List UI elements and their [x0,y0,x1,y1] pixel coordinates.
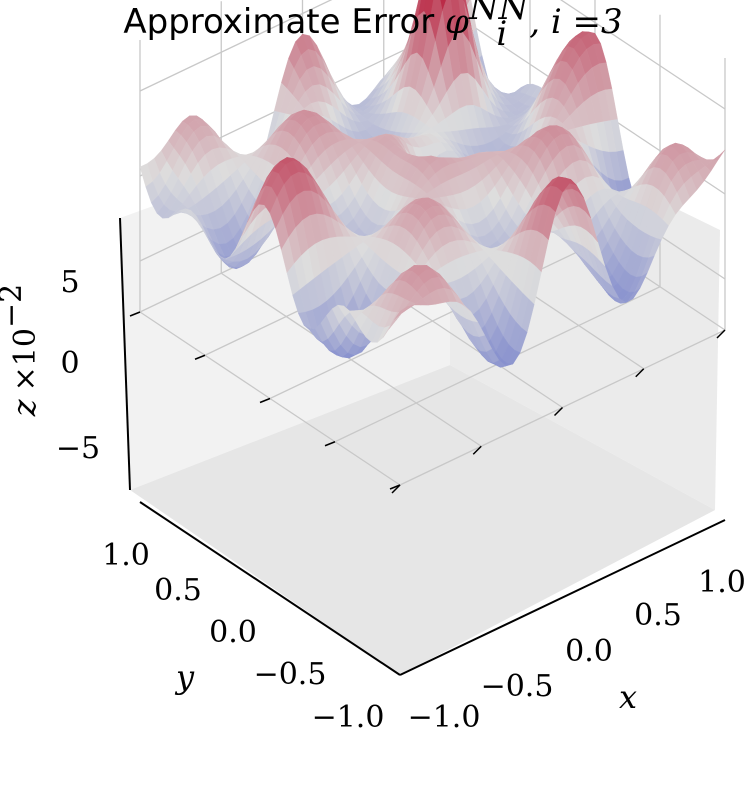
z-tick-label: 0 [60,346,79,381]
surface-patch [394,306,408,320]
x-tick-mark [472,445,482,455]
z-tick-label: −5 [56,431,100,466]
title-tail: , i =3 [529,2,622,42]
x-tick-label: −0.5 [481,669,554,704]
back-grid-line [139,0,333,92]
x-axis-label: x [619,678,637,716]
x-tick-mark [716,329,726,339]
y-tick-label: 0.5 [154,573,202,608]
surface-patch [711,149,726,161]
x-tick-label: 0.0 [565,634,613,669]
title-subscript: i [496,14,507,54]
y-tick-label: −1.0 [312,700,385,735]
error-surface [139,0,726,368]
title-superscript: NN [468,0,530,28]
z-axis-label: z×10−2 [0,284,43,417]
y-tick-mark [324,441,336,447]
y-tick-mark [129,311,141,317]
y-tick-mark [259,397,271,404]
z-tick-label: 5 [60,265,79,300]
y-axis-label: y [174,658,195,696]
svg-text:z×10−2: z×10−2 [0,284,43,417]
x-tick-mark [635,368,645,378]
y-tick-mark [194,354,206,360]
title-text: Approximate Error [123,2,445,42]
x-tick-label: −1.0 [408,700,481,735]
y-tick-label: −0.5 [254,657,327,692]
x-tick-mark [553,406,564,417]
surface-patch [440,0,447,12]
y-tick-mark [389,484,401,490]
side-grid-line [560,0,726,110]
floor-pane [130,365,715,675]
chart-title: Approximate Error φNN i , i =3 [123,0,622,54]
x-tick-label: 0.5 [634,598,682,633]
axes-lines [119,217,726,676]
y-tick-label: 1.0 [102,538,150,573]
x-tick-label: 1.0 [698,565,746,600]
y-tick-label: 0.0 [209,615,257,650]
title-phi: φ [445,2,469,42]
tick-marks [129,311,726,494]
